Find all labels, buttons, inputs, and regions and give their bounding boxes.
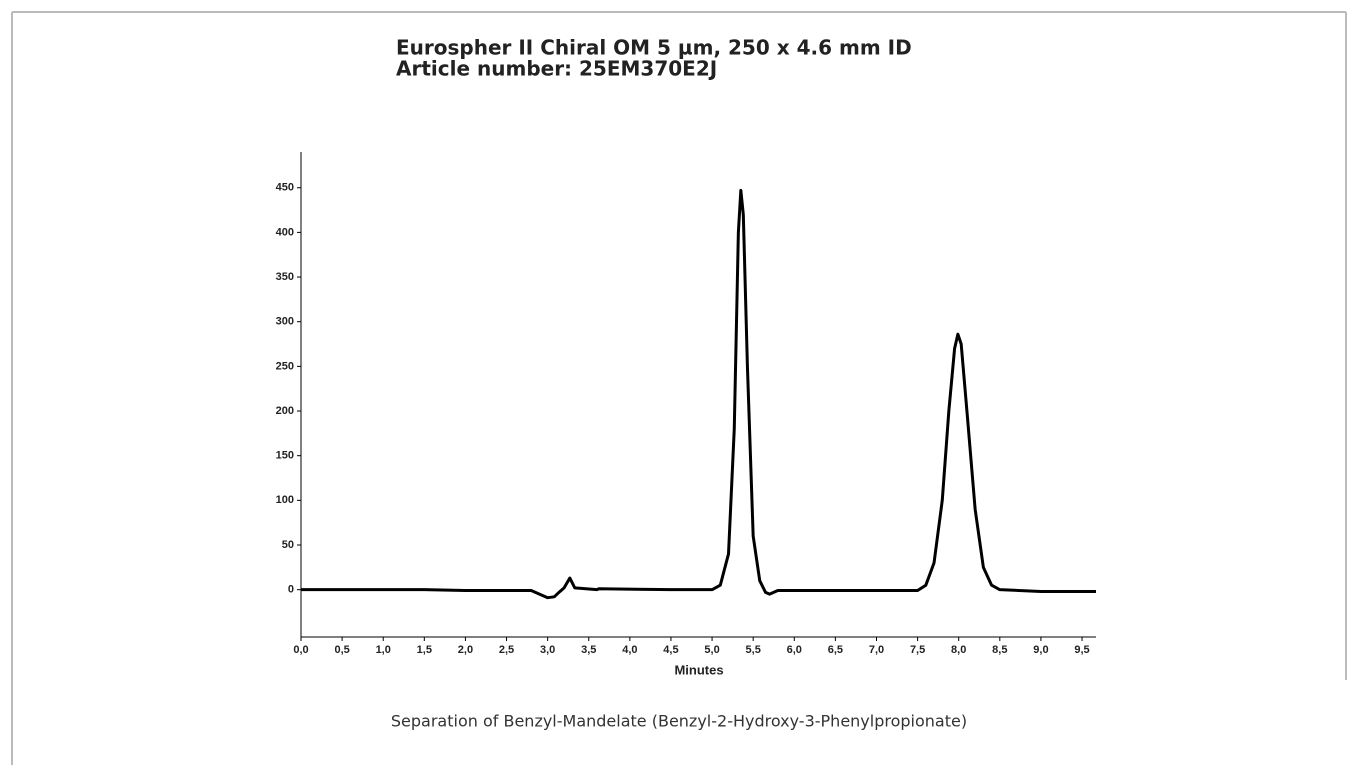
- y-tick-label: 0: [288, 584, 294, 596]
- x-tick-label: 3,0: [540, 644, 555, 656]
- x-tick-label: 5,5: [746, 644, 761, 656]
- x-tick-label: 8,5: [992, 644, 1007, 656]
- x-tick-label: 0,5: [334, 644, 349, 656]
- x-tick-label: 3,5: [581, 644, 596, 656]
- x-tick-label: 1,5: [417, 644, 432, 656]
- x-tick-label: 2,5: [499, 644, 514, 656]
- trace-line: [301, 188, 1096, 600]
- y-tick-label: 200: [276, 405, 294, 417]
- y-tick-label: 450: [276, 182, 294, 194]
- y-tick-label: 100: [276, 494, 294, 506]
- x-axis-label: Minutes: [674, 662, 723, 677]
- x-tick-label: 6,5: [828, 644, 843, 656]
- y-tick-label: 50: [282, 539, 294, 551]
- chart-title: Eurospher II Chiral OM 5 µm, 250 x 4.6 m…: [396, 36, 912, 60]
- x-tick-label: 6,0: [787, 644, 802, 656]
- x-tick-label: 9,0: [1033, 644, 1048, 656]
- y-tick-label: 150: [276, 450, 294, 462]
- x-tick-label: 4,5: [663, 644, 678, 656]
- y-tick-label: 400: [276, 226, 294, 238]
- x-tick-label: 2,0: [458, 644, 473, 656]
- x-tick-label: 8,0: [951, 644, 966, 656]
- x-tick-label: 5,0: [704, 644, 719, 656]
- x-tick-label: 7,5: [910, 644, 925, 656]
- caption: Separation of Benzyl-Mandelate (Benzyl-2…: [391, 712, 967, 731]
- x-tick-label: 0,0: [293, 644, 308, 656]
- x-tick-label: 1,0: [376, 644, 391, 656]
- x-tick-label: 7,0: [869, 644, 884, 656]
- x-tick-label: 4,0: [622, 644, 637, 656]
- y-tick-label: 300: [276, 316, 294, 328]
- chart-subtitle: Article number: 25EM370E2J: [396, 57, 717, 81]
- y-tick-label: 350: [276, 271, 294, 283]
- y-tick-label: 250: [276, 360, 294, 372]
- x-tick-label: 9,5: [1074, 644, 1089, 656]
